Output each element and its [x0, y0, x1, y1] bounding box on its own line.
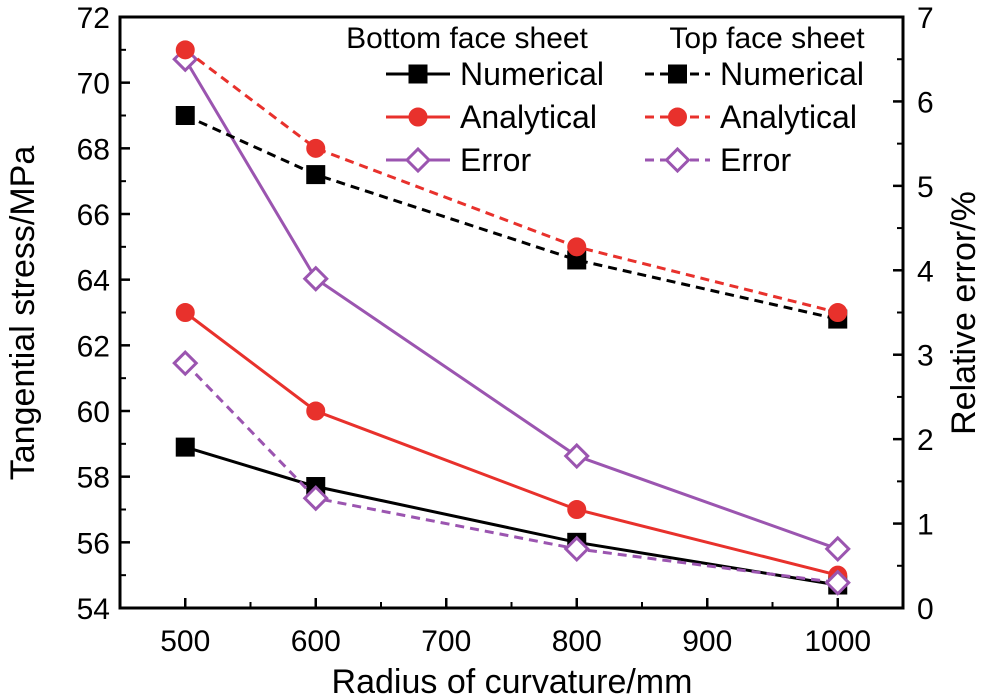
y2-tick-label: 1	[917, 509, 934, 542]
series-line	[183, 58, 839, 551]
series-line	[184, 311, 839, 577]
data-point	[175, 106, 195, 125]
series-top-numerical	[175, 106, 848, 329]
legend-label: Error	[720, 142, 791, 178]
y-tick-label: 68	[77, 133, 110, 166]
x-tick-label: 500	[160, 625, 210, 658]
legend-item-top-error: Error	[645, 142, 791, 178]
y-tick-label: 60	[77, 396, 110, 429]
y-tick-label: 54	[77, 593, 110, 626]
data-point	[563, 442, 590, 470]
series-top-analytical	[175, 40, 848, 322]
y2-tick-label: 2	[917, 424, 934, 457]
y-tick-label: 70	[77, 68, 110, 101]
legend-marker	[668, 107, 687, 127]
series-bottom-error	[172, 46, 851, 563]
legend-marker	[408, 107, 428, 127]
y2-tick-label: 4	[917, 255, 934, 288]
y-tick-label: 72	[77, 2, 110, 35]
data-point	[306, 165, 326, 185]
series-line	[184, 445, 838, 587]
data-point	[828, 303, 848, 322]
data-point	[302, 485, 329, 512]
data-point	[567, 237, 587, 257]
legend-marker	[408, 64, 428, 84]
legend-marker	[664, 146, 691, 174]
y2-tick-label: 0	[917, 593, 934, 626]
y-tick-label: 58	[77, 462, 110, 495]
data-point	[563, 535, 590, 563]
legend-item-top-numerical: Numerical	[645, 56, 864, 92]
legend-label: Numerical	[720, 56, 864, 92]
legend-item-bottom-error: Error	[386, 142, 531, 178]
data-point	[175, 437, 195, 457]
legend-label: Analytical	[460, 99, 597, 135]
series-line	[184, 48, 839, 314]
y-axis-title: Tangential stress/MPa	[4, 146, 42, 481]
legend-header-bottom: Bottom face sheet	[346, 22, 588, 55]
x-tick-label: 700	[421, 625, 471, 658]
legend-marker	[404, 146, 432, 174]
y-tick-label: 64	[77, 265, 110, 298]
data-point	[824, 535, 851, 563]
series-line	[184, 362, 838, 585]
data-point	[175, 40, 195, 60]
x-tick-label: 800	[552, 625, 602, 658]
data-point	[172, 350, 199, 377]
legend-item-bottom-analytical: Analytical	[386, 99, 597, 135]
data-point	[302, 265, 329, 292]
y2-tick-label: 7	[917, 2, 934, 35]
legend-label: Numerical	[460, 56, 604, 92]
legend-label: Analytical	[720, 99, 857, 135]
legend-item-bottom-numerical: Numerical	[386, 56, 604, 92]
y2-tick-label: 6	[917, 86, 934, 119]
data-point	[824, 569, 851, 596]
x-axis-title: Radius of curvature/mm	[332, 663, 693, 700]
data-point	[567, 500, 587, 519]
y-tick-label: 62	[77, 330, 110, 363]
y-tick-label: 56	[77, 527, 110, 560]
x-tick-label: 1000	[804, 625, 871, 658]
data-point	[306, 401, 326, 421]
axes-layer: 500 600 700 800 900 1000545658606264666870720…	[77, 2, 934, 658]
series-bottom-analytical	[175, 303, 848, 585]
x-tick-label: 900	[682, 625, 732, 658]
data-point	[306, 138, 326, 158]
x-tick-label: 600	[291, 625, 341, 658]
legend: Bottom face sheet Top face sheet Numeric…	[346, 22, 865, 178]
legend-label: Error	[460, 142, 531, 178]
y2-axis-title: Relative error/%	[945, 191, 983, 435]
legend-marker	[668, 64, 687, 84]
legend-header-top: Top face sheet	[669, 22, 865, 55]
y-tick-label: 66	[77, 199, 110, 232]
data-point	[175, 303, 195, 322]
legend-item-top-analytical: Analytical	[645, 99, 857, 135]
y2-tick-label: 3	[917, 340, 934, 373]
series-layer	[172, 40, 851, 596]
y2-tick-label: 5	[917, 171, 934, 204]
series-top-error	[172, 350, 851, 596]
